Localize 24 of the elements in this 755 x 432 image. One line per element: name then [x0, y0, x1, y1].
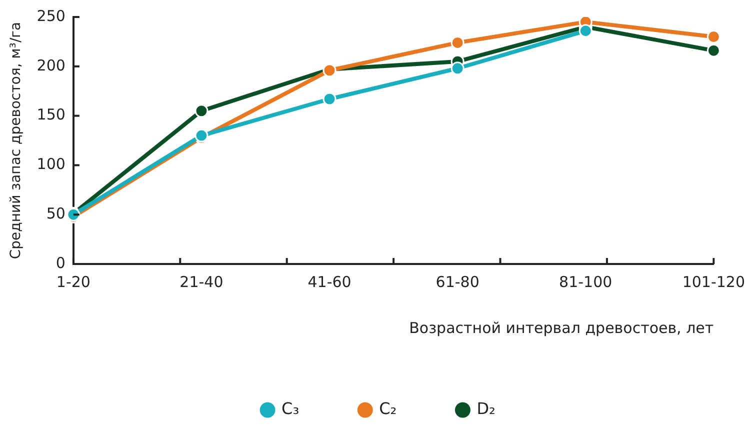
point: [706, 30, 720, 44]
point: [706, 44, 720, 58]
x-tick-label: 101-120: [682, 272, 746, 291]
legend-label: D₂: [476, 399, 496, 418]
x-tick-label: 1-20: [56, 272, 90, 291]
y-tick-label: 150: [36, 106, 66, 124]
point: [578, 24, 592, 38]
x-tick-label: 81-100: [559, 272, 612, 291]
legend-label: C₃: [282, 399, 300, 418]
y-tick-label: 200: [36, 56, 66, 74]
y-tick-label: 250: [36, 6, 66, 25]
x-tick-label: 61-80: [436, 272, 480, 291]
y-tick-label: 50: [46, 204, 66, 222]
legend-label: C₂: [379, 399, 397, 418]
y-tick-label: 0: [56, 254, 66, 272]
y-tick-label: 100: [36, 155, 66, 174]
x-tick-label: 41-60: [308, 272, 352, 291]
point: [322, 92, 336, 106]
x-axis-title: Возрастной интервал древостоев, лет: [409, 318, 714, 337]
x-tick-label: 21-40: [180, 272, 224, 291]
point: [450, 62, 464, 76]
point: [194, 104, 208, 118]
y-axis-title: Средний запас древостоя, м³/га: [8, 22, 24, 260]
point: [450, 36, 464, 50]
